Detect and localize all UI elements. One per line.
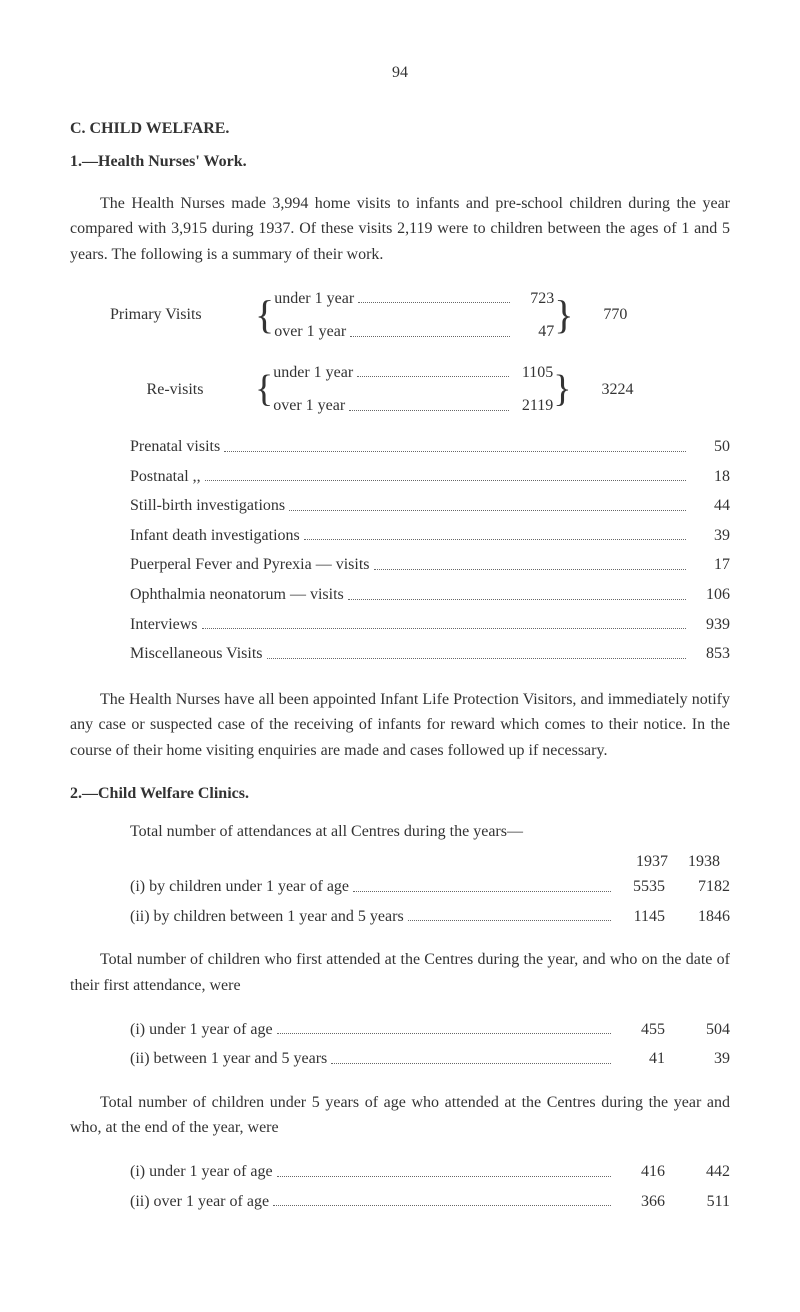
stat-row: Still-birth investigations 44 (130, 493, 730, 519)
dots (224, 430, 686, 452)
dots (205, 460, 686, 482)
att-v1: 416 (615, 1159, 665, 1185)
att-v1: 1145 (615, 904, 665, 930)
revisits-label: Re-visits (110, 377, 240, 403)
att-row: (ii) by children between 1 year and 5 ye… (130, 904, 730, 930)
att-v2: 39 (675, 1046, 730, 1072)
stat-row: Interviews 939 (130, 612, 730, 638)
stat-label: Infant death investigations (130, 523, 300, 549)
brace-left-icon: { (255, 295, 274, 335)
att-v2: 504 (675, 1017, 730, 1043)
stat-val: 50 (690, 434, 730, 460)
dots (357, 356, 509, 378)
stat-label: Miscellaneous Visits (130, 641, 263, 667)
stat-label: Postnatal ,, (130, 464, 201, 490)
dots (349, 389, 509, 411)
clinics-intro: Total number of attendances at all Centr… (130, 819, 730, 845)
para-c: Total number of children under 5 years o… (70, 1090, 730, 1141)
stat-label: Interviews (130, 612, 198, 638)
att-row: (i) under 1 year of age 416 442 (130, 1159, 730, 1185)
stat-val: 939 (690, 612, 730, 638)
dots (202, 608, 686, 630)
att-label: (i) under 1 year of age (130, 1017, 273, 1043)
stat-label: Ophthalmia neonatorum — visits (130, 582, 344, 608)
dots (267, 637, 686, 659)
brace-left-icon: { (255, 370, 273, 408)
att-label: (i) under 1 year of age (130, 1159, 273, 1185)
stat-val: 39 (690, 523, 730, 549)
att-v1: 5535 (615, 874, 665, 900)
pv-under-label: under 1 year (274, 286, 354, 312)
att-label: (ii) between 1 year and 5 years (130, 1046, 327, 1072)
dots (277, 1155, 611, 1177)
att-v1: 366 (615, 1189, 665, 1215)
primary-visits-label: Primary Visits (110, 302, 240, 328)
stat-label: Puerperal Fever and Pyrexia — visits (130, 552, 370, 578)
rv-over-val: 2119 (513, 393, 553, 419)
stat-row: Ophthalmia neonatorum — visits 106 (130, 582, 730, 608)
att-label: (ii) over 1 year of age (130, 1189, 269, 1215)
subsection-1-heading: 1.—Health Nurses' Work. (70, 149, 730, 175)
dots (348, 578, 686, 600)
pv-over-label: over 1 year (274, 319, 346, 345)
rv-under-label: under 1 year (273, 360, 353, 386)
att-v2: 1846 (675, 904, 730, 930)
att-v1: 41 (615, 1046, 665, 1072)
section-c-heading: C. CHILD WELFARE. (70, 116, 730, 142)
stat-val: 44 (690, 493, 730, 519)
att-row: (i) under 1 year of age 455 504 (130, 1017, 730, 1043)
dots (358, 282, 510, 304)
revisits-block: Re-visits { under 1 year 1105 over 1 yea… (110, 360, 730, 419)
pv-over-val: 47 (514, 319, 554, 345)
att-v2: 511 (675, 1189, 730, 1215)
brace-right-icon: } (553, 370, 571, 408)
att-row: (i) by children under 1 year of age 5535 7… (130, 874, 730, 900)
stat-val: 18 (690, 464, 730, 490)
para-b: Total number of children who first atten… (70, 947, 730, 998)
dots (331, 1042, 611, 1064)
stat-row: Infant death investigations 39 (130, 523, 730, 549)
rv-total: 3224 (602, 377, 634, 403)
stat-row: Puerperal Fever and Pyrexia — visits 17 (130, 552, 730, 578)
closing-paragraph-1: The Health Nurses have all been appointe… (70, 687, 730, 764)
att-row: (ii) over 1 year of age 366 511 (130, 1189, 730, 1215)
att-v2: 442 (675, 1159, 730, 1185)
pv-total: 770 (603, 302, 627, 328)
dots (277, 1013, 611, 1035)
dots (350, 315, 510, 337)
rv-under-val: 1105 (513, 360, 553, 386)
att-label: (ii) by children between 1 year and 5 ye… (130, 904, 404, 930)
year-1937: 1937 (636, 849, 668, 875)
intro-paragraph-1: The Health Nurses made 3,994 home visits… (70, 191, 730, 268)
year-1938: 1938 (688, 849, 720, 875)
dots (289, 489, 686, 511)
att-v1: 455 (615, 1017, 665, 1043)
stats-list: Prenatal visits 50 Postnatal ,, 18 Still-b… (130, 434, 730, 667)
dots (273, 1185, 611, 1207)
stat-row: Postnatal ,, 18 (130, 464, 730, 490)
stat-row: Miscellaneous Visits 853 (130, 641, 730, 667)
stat-label: Still-birth investigations (130, 493, 285, 519)
dots (374, 548, 687, 570)
pv-under-val: 723 (514, 286, 554, 312)
att-row: (ii) between 1 year and 5 years 41 39 (130, 1046, 730, 1072)
subsection-2-heading: 2.—Child Welfare Clinics. (70, 781, 730, 807)
dots (353, 870, 611, 892)
stat-val: 106 (690, 582, 730, 608)
rv-over-label: over 1 year (273, 393, 345, 419)
stat-val: 853 (690, 641, 730, 667)
page-number: 94 (70, 60, 730, 86)
stat-label: Prenatal visits (130, 434, 220, 460)
att-v2: 7182 (675, 874, 730, 900)
primary-visits-block: Primary Visits { under 1 year 723 over 1… (110, 286, 730, 345)
att-label: (i) by children under 1 year of age (130, 874, 349, 900)
brace-right-icon: } (554, 295, 573, 335)
dots (408, 900, 611, 922)
dots (304, 519, 686, 541)
stat-val: 17 (690, 552, 730, 578)
stat-row: Prenatal visits 50 (130, 434, 730, 460)
